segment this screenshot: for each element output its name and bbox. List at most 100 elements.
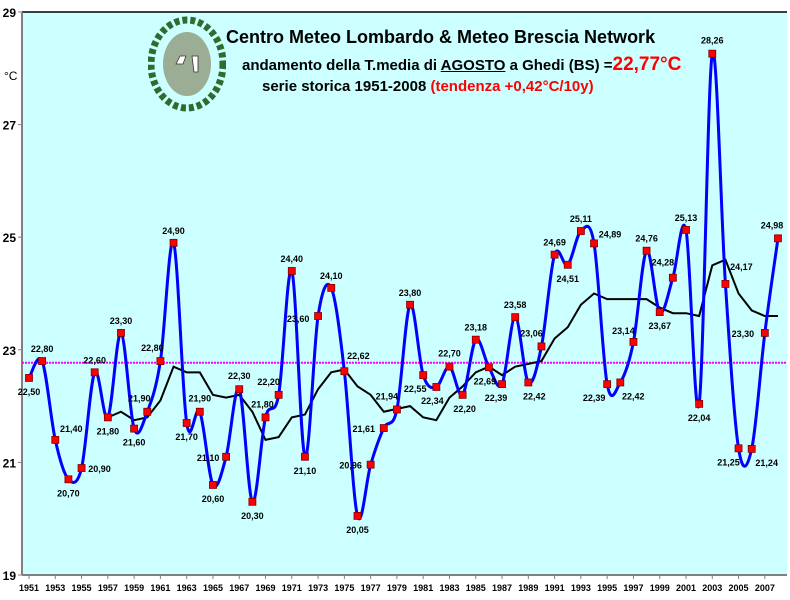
x-tick-label: 1987 bbox=[492, 583, 512, 593]
y-tick-label: 21 bbox=[3, 456, 17, 470]
x-tick-label: 2007 bbox=[755, 583, 775, 593]
x-tick-label: 1969 bbox=[256, 583, 276, 593]
data-label: 24,40 bbox=[281, 254, 304, 264]
data-label: 22,70 bbox=[438, 349, 461, 359]
data-point bbox=[498, 380, 506, 389]
data-point bbox=[747, 444, 756, 453]
data-point bbox=[721, 280, 730, 288]
x-tick-label: 1983 bbox=[439, 583, 459, 593]
x-tick-label: 1991 bbox=[545, 583, 565, 593]
data-label: 22,42 bbox=[523, 391, 546, 401]
data-label: 24,89 bbox=[599, 229, 622, 239]
chart-subtitle: andamento della T.media di AGOSTO a Ghed… bbox=[242, 54, 681, 76]
data-label: 24,76 bbox=[635, 234, 658, 244]
data-label: 21,61 bbox=[353, 424, 376, 434]
data-label: 22,50 bbox=[18, 387, 41, 397]
data-point bbox=[655, 308, 664, 316]
data-label: 22,30 bbox=[228, 371, 251, 381]
y-tick-label: 19 bbox=[3, 569, 17, 583]
x-tick-label: 1953 bbox=[45, 583, 65, 593]
data-label: 22,80 bbox=[31, 344, 54, 354]
data-point bbox=[511, 313, 520, 322]
plot-area bbox=[22, 12, 787, 575]
data-label: 20,05 bbox=[346, 525, 369, 535]
data-point bbox=[524, 378, 533, 387]
data-point bbox=[274, 390, 283, 399]
data-label: 22,55 bbox=[404, 384, 427, 394]
mean-value: 22,77°C bbox=[612, 54, 682, 75]
data-label: 22,39 bbox=[485, 393, 508, 403]
y-tick-label: 23 bbox=[3, 344, 17, 358]
x-tick-label: 1959 bbox=[124, 583, 144, 593]
data-label: 20,30 bbox=[241, 511, 264, 521]
data-label: 24,10 bbox=[320, 271, 343, 281]
data-label: 22,62 bbox=[347, 351, 370, 361]
temperature-line bbox=[27, 50, 780, 521]
x-tick-label: 1955 bbox=[72, 583, 92, 593]
data-point bbox=[327, 283, 336, 292]
data-label: 23,58 bbox=[504, 300, 527, 310]
data-point bbox=[287, 267, 296, 275]
y-axis-label: °C bbox=[4, 69, 18, 83]
data-point bbox=[340, 367, 349, 376]
data-label: 20,96 bbox=[339, 461, 362, 471]
data-point bbox=[445, 362, 454, 371]
data-point bbox=[734, 444, 743, 453]
x-tick-label: 1957 bbox=[98, 583, 118, 593]
data-label: 21,10 bbox=[197, 453, 220, 463]
y-tick-label: 25 bbox=[3, 231, 17, 245]
data-point bbox=[537, 342, 546, 351]
data-point bbox=[432, 383, 441, 391]
data-label: 21,70 bbox=[175, 432, 198, 442]
x-tick-label: 1973 bbox=[308, 583, 328, 593]
data-label: 24,28 bbox=[652, 258, 675, 268]
data-point bbox=[629, 338, 638, 346]
data-label: 20,60 bbox=[202, 494, 225, 504]
data-label: 21,24 bbox=[755, 458, 778, 468]
series-label: serie storica 1951-2008 bbox=[262, 78, 427, 95]
data-point bbox=[366, 460, 375, 469]
data-label: 23,06 bbox=[520, 328, 543, 338]
data-label: 22,60 bbox=[83, 355, 106, 365]
data-point bbox=[117, 329, 125, 337]
data-label: 22,69 bbox=[474, 376, 497, 386]
data-label: 20,90 bbox=[88, 464, 111, 474]
subtitle-place: a Ghedi (BS) = bbox=[509, 57, 613, 74]
data-point bbox=[182, 419, 191, 427]
data-label: 21,60 bbox=[123, 438, 146, 448]
data-label: 21,94 bbox=[376, 391, 399, 401]
x-tick-label: 1993 bbox=[571, 583, 591, 593]
subtitle-prefix: andamento della T.media di bbox=[242, 57, 438, 74]
x-tick-label: 1967 bbox=[229, 583, 249, 593]
x-tick-label: 2005 bbox=[729, 583, 749, 593]
data-label: 21,80 bbox=[251, 399, 274, 409]
y-tick-label: 29 bbox=[3, 6, 17, 20]
data-label: 22,80 bbox=[141, 343, 164, 353]
data-point bbox=[576, 227, 585, 235]
data-point bbox=[682, 225, 690, 234]
moving-average-line bbox=[107, 258, 778, 442]
subtitle-month: AGOSTO bbox=[440, 57, 506, 74]
data-label: 23,60 bbox=[287, 314, 310, 324]
data-point bbox=[379, 424, 388, 432]
data-label: 28,26 bbox=[701, 36, 724, 46]
y-tick-label: 27 bbox=[3, 119, 17, 133]
data-point bbox=[156, 357, 165, 365]
data-point bbox=[103, 413, 112, 422]
data-label: 24,51 bbox=[556, 274, 579, 284]
x-tick-label: 1961 bbox=[150, 583, 170, 593]
data-point bbox=[642, 246, 651, 255]
x-tick-label: 1989 bbox=[518, 583, 538, 593]
data-point bbox=[235, 385, 244, 394]
data-point bbox=[169, 238, 178, 247]
x-tick-label: 1965 bbox=[203, 583, 223, 593]
data-point bbox=[458, 390, 467, 399]
data-label: 24,17 bbox=[730, 262, 753, 272]
data-point bbox=[195, 407, 204, 416]
trend-label: (tendenza +0,42°C/10y) bbox=[430, 78, 594, 95]
data-label: 23,30 bbox=[110, 316, 133, 326]
data-label: 22,20 bbox=[453, 404, 476, 414]
data-label: 21,10 bbox=[294, 466, 317, 476]
data-label: 23,80 bbox=[399, 288, 422, 298]
